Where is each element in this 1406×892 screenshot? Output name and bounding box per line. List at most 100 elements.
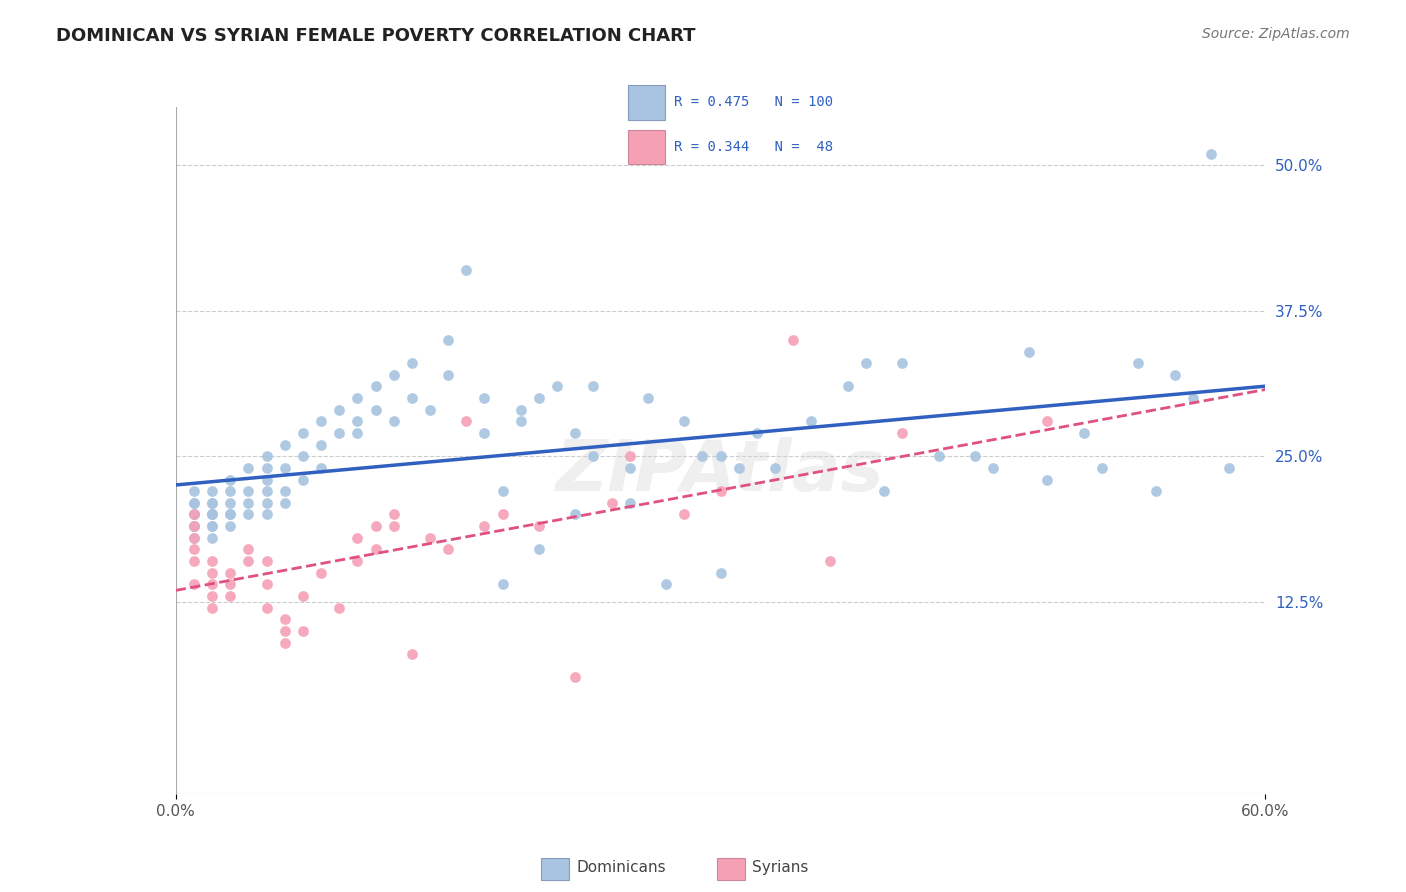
Point (238, 508, 260, 522)
Point (527, 542, 550, 557)
Point (710, 450, 733, 464)
Point (782, 333, 804, 347)
Point (256, 461, 278, 475)
Point (219, 473, 242, 487)
Point (401, 647, 423, 661)
Point (201, 577, 224, 591)
Point (238, 554, 260, 568)
Point (219, 484, 242, 499)
Point (891, 356, 914, 370)
Point (382, 519, 405, 533)
Point (256, 484, 278, 499)
Point (219, 508, 242, 522)
Text: DOMINICAN VS SYRIAN FEMALE POVERTY CORRELATION CHART: DOMINICAN VS SYRIAN FEMALE POVERTY CORRE… (56, 27, 696, 45)
Point (291, 425, 314, 440)
Point (692, 450, 714, 464)
Point (564, 670, 586, 684)
Point (274, 484, 297, 499)
Point (619, 450, 641, 464)
Point (183, 496, 205, 510)
Point (183, 508, 205, 522)
Point (673, 414, 696, 428)
Point (401, 356, 423, 370)
Point (183, 554, 205, 568)
Point (201, 519, 224, 533)
Point (274, 612, 297, 626)
Point (1181, 391, 1204, 405)
Point (1218, 461, 1240, 475)
Point (256, 473, 278, 487)
Point (183, 496, 205, 510)
Point (546, 379, 568, 393)
Point (201, 531, 224, 545)
Point (346, 425, 368, 440)
Point (382, 368, 405, 382)
Point (1073, 425, 1095, 440)
Point (274, 437, 297, 451)
Point (855, 356, 877, 370)
Point (419, 531, 441, 545)
Point (201, 566, 224, 580)
Point (183, 519, 205, 533)
Point (963, 450, 986, 464)
Point (509, 414, 531, 428)
Point (274, 635, 297, 649)
Point (564, 425, 586, 440)
Point (346, 414, 368, 428)
Point (183, 508, 205, 522)
Point (364, 402, 387, 417)
Point (527, 519, 550, 533)
Point (238, 484, 260, 499)
Point (364, 542, 387, 557)
Point (346, 554, 368, 568)
Point (346, 531, 368, 545)
Point (201, 508, 224, 522)
Text: Dominicans: Dominicans (576, 860, 666, 875)
Point (219, 496, 242, 510)
Bar (717, 858, 745, 880)
Point (328, 402, 350, 417)
Point (1018, 344, 1040, 359)
Point (219, 566, 242, 580)
Point (201, 589, 224, 603)
Point (981, 461, 1004, 475)
Text: R = 0.344   N =  48: R = 0.344 N = 48 (675, 140, 834, 154)
Point (456, 263, 478, 277)
Point (201, 508, 224, 522)
Point (364, 379, 387, 393)
Point (763, 461, 786, 475)
Text: Syrians: Syrians (752, 860, 808, 875)
Point (637, 391, 659, 405)
Point (238, 542, 260, 557)
Point (183, 542, 205, 557)
Point (437, 368, 460, 382)
Point (619, 461, 641, 475)
Point (655, 577, 678, 591)
Point (291, 473, 314, 487)
Point (1036, 414, 1059, 428)
Point (238, 496, 260, 510)
Point (564, 508, 586, 522)
Point (201, 519, 224, 533)
Point (183, 519, 205, 533)
Point (1199, 146, 1222, 161)
Point (219, 508, 242, 522)
Point (291, 624, 314, 638)
Point (238, 461, 260, 475)
Point (456, 414, 478, 428)
Point (219, 589, 242, 603)
Point (673, 508, 696, 522)
Point (710, 484, 733, 499)
Point (309, 566, 332, 580)
Point (274, 496, 297, 510)
Point (745, 425, 768, 440)
Point (183, 531, 205, 545)
Point (183, 577, 205, 591)
Point (183, 484, 205, 499)
Point (219, 577, 242, 591)
Point (492, 577, 515, 591)
Point (183, 531, 205, 545)
Point (474, 391, 496, 405)
Point (364, 519, 387, 533)
Point (492, 484, 515, 499)
